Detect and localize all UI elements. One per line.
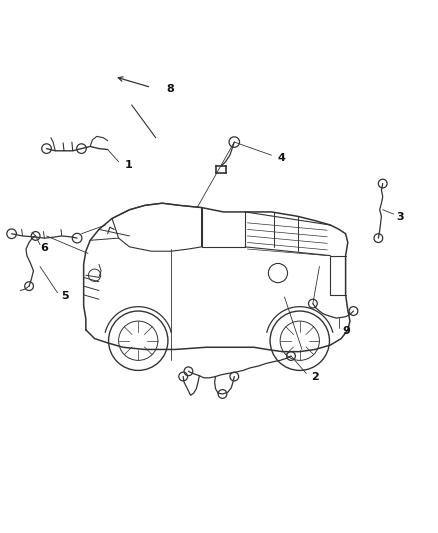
Text: 2: 2 bbox=[311, 372, 319, 382]
Text: 8: 8 bbox=[166, 84, 174, 94]
Text: 1: 1 bbox=[125, 160, 133, 170]
Text: 3: 3 bbox=[397, 212, 404, 222]
Text: 9: 9 bbox=[342, 326, 350, 336]
Text: 5: 5 bbox=[61, 291, 69, 301]
Text: 4: 4 bbox=[278, 153, 286, 163]
Text: 6: 6 bbox=[40, 243, 48, 253]
